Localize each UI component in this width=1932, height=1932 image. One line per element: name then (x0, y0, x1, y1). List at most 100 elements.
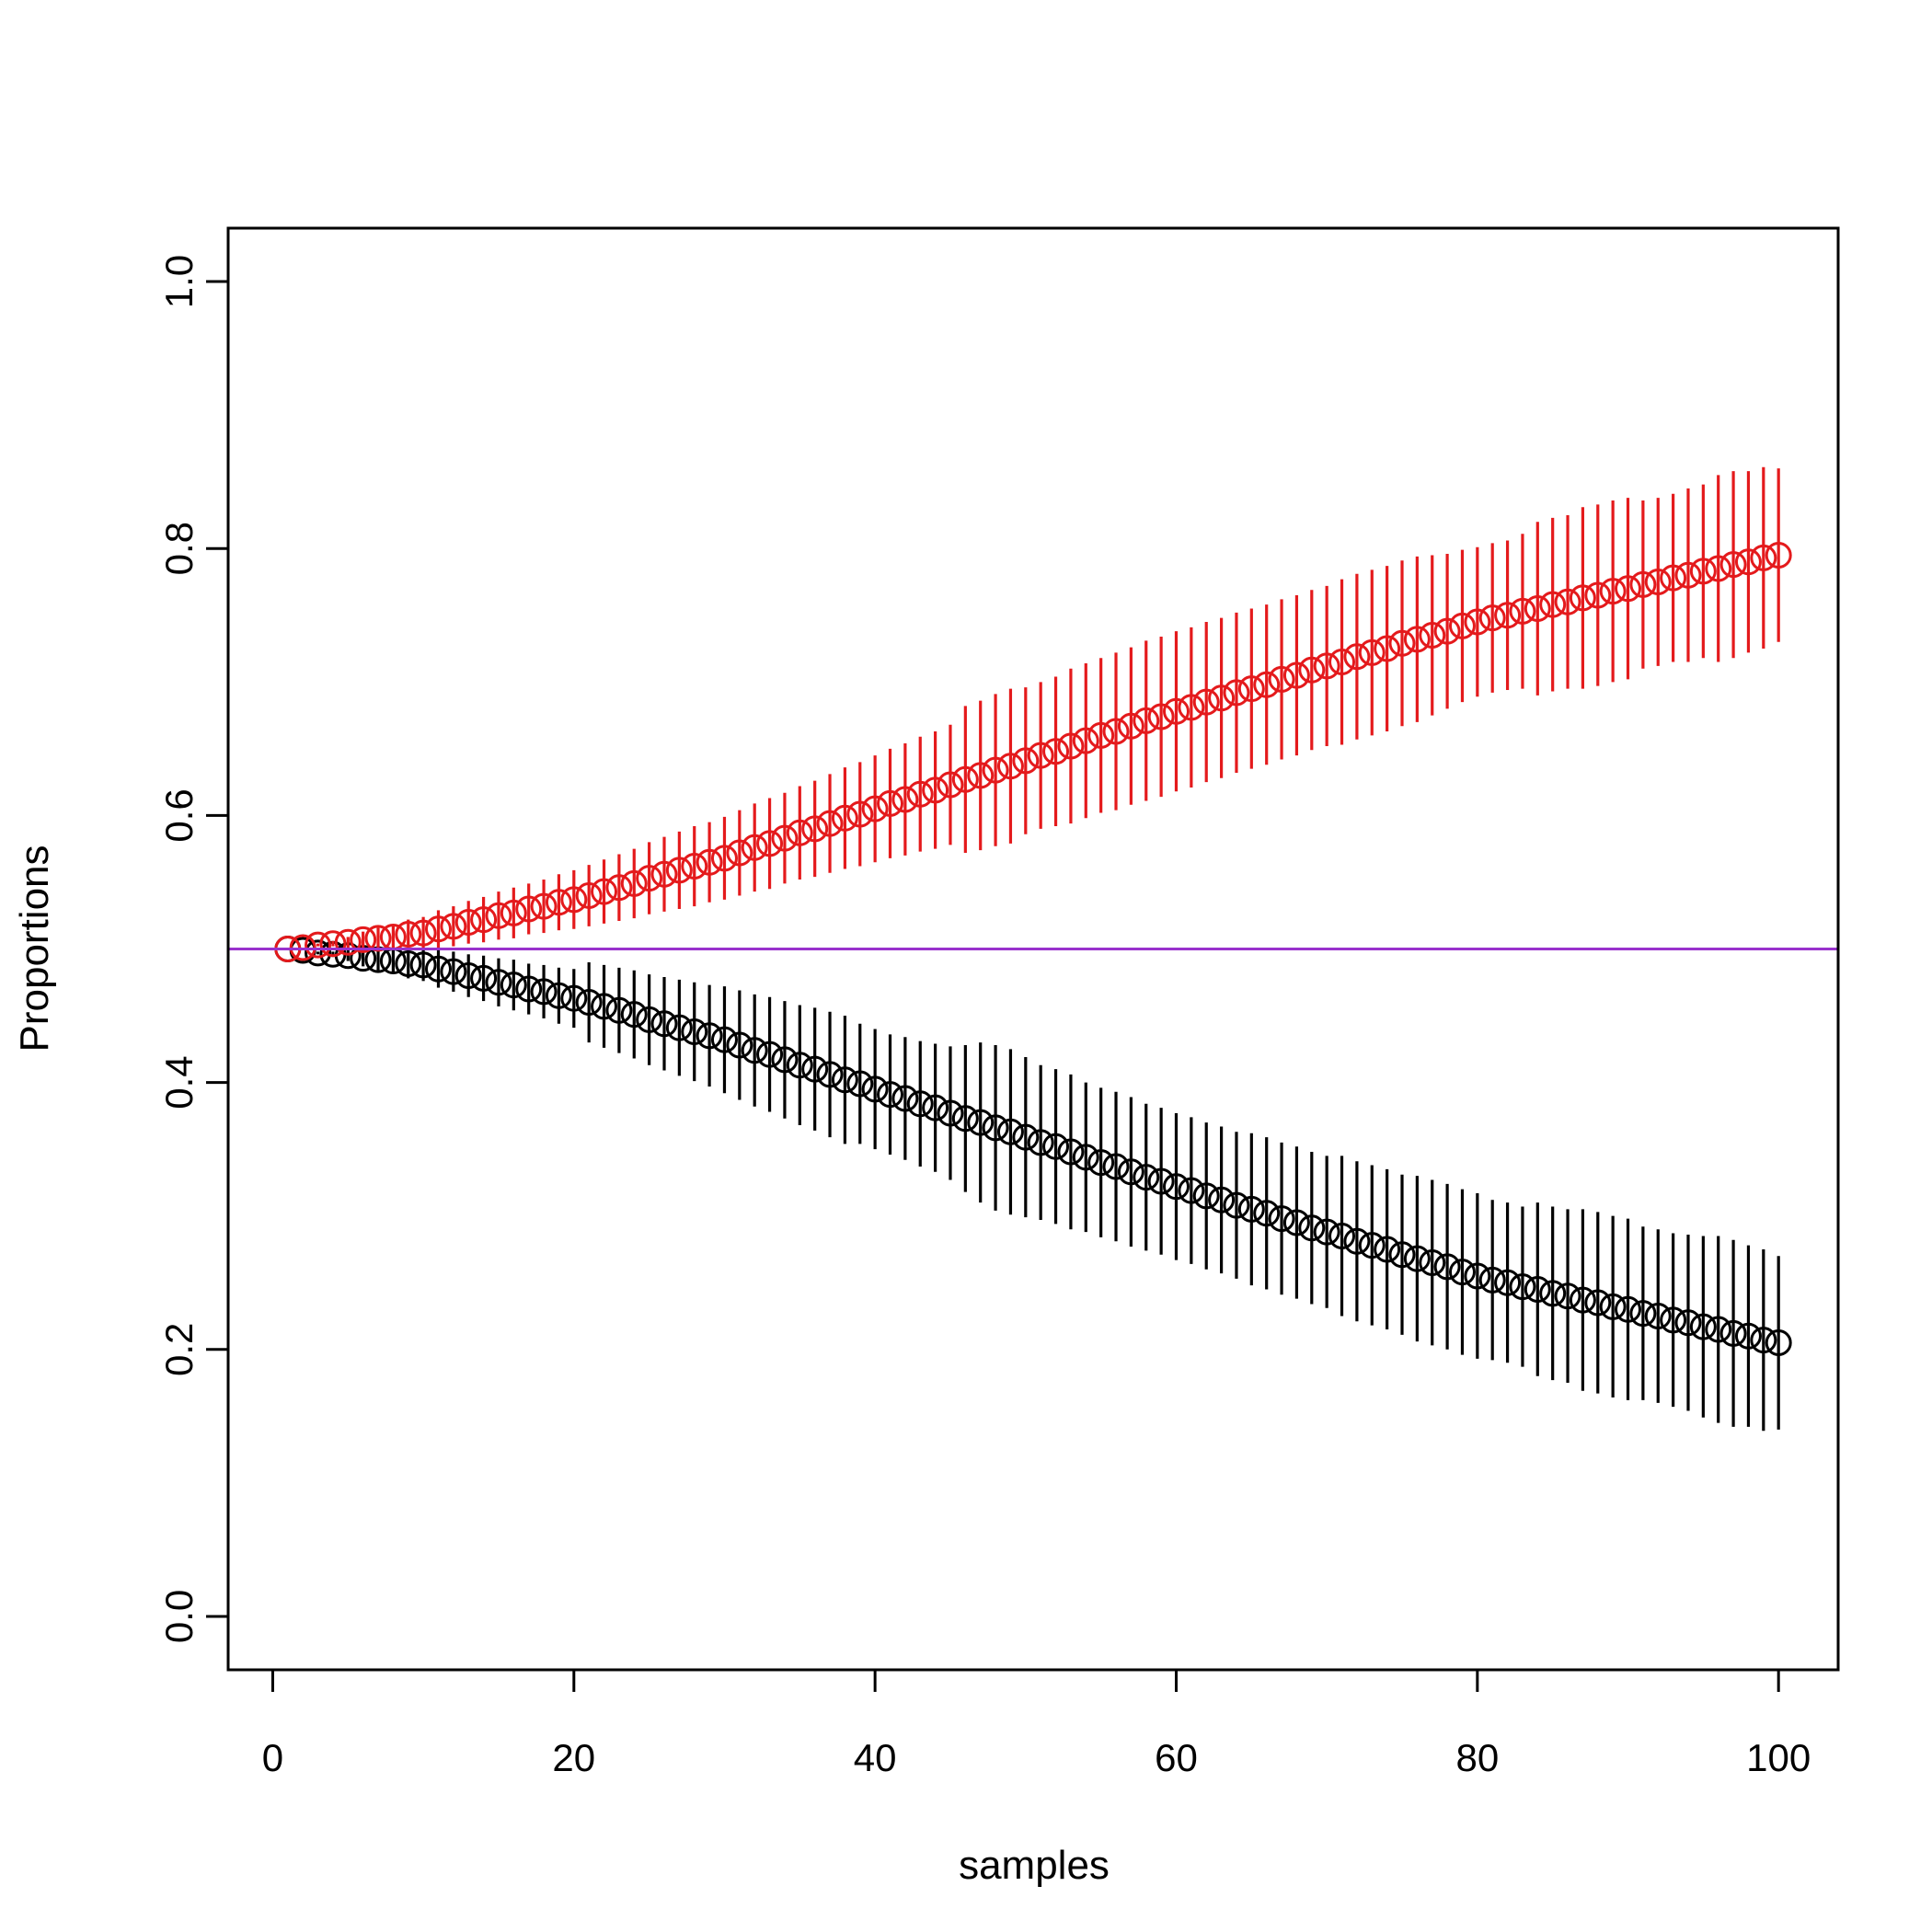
point (1358, 1232, 1386, 1259)
point (470, 964, 498, 992)
point (1042, 738, 1070, 765)
point (1057, 1138, 1085, 1166)
point (1072, 727, 1099, 754)
point (1313, 1218, 1340, 1246)
point (877, 1081, 904, 1109)
point (1734, 1322, 1762, 1350)
point (816, 810, 844, 837)
point (1027, 1129, 1054, 1156)
point (1750, 1327, 1777, 1354)
point (560, 886, 588, 914)
point (1674, 1309, 1702, 1337)
point (530, 978, 558, 1006)
point (1478, 1266, 1506, 1294)
point (891, 786, 919, 813)
point (937, 1099, 964, 1127)
point (967, 1109, 995, 1136)
point (1178, 694, 1205, 721)
y-tick-label: 1.0 (157, 255, 201, 308)
point (1237, 675, 1265, 703)
point (771, 824, 799, 852)
point (741, 1037, 768, 1064)
point (1313, 652, 1340, 680)
point (1102, 1153, 1130, 1180)
point (1509, 597, 1536, 625)
point (1689, 1313, 1717, 1340)
point (831, 804, 858, 832)
point (650, 860, 678, 888)
point (1750, 544, 1777, 571)
point (1237, 1195, 1265, 1223)
point (515, 975, 543, 1003)
point (636, 1006, 663, 1033)
point (1660, 1306, 1687, 1334)
x-tick-label: 60 (1155, 1736, 1198, 1779)
point (1674, 561, 1702, 589)
point (454, 908, 482, 936)
point (530, 892, 558, 920)
point (1660, 564, 1687, 592)
point (696, 848, 723, 876)
point (560, 984, 588, 1012)
x-tick-label: 80 (1455, 1736, 1499, 1779)
point (1644, 1303, 1672, 1330)
point (1087, 721, 1115, 749)
point (801, 815, 829, 843)
point (1464, 1262, 1491, 1290)
point (1253, 1200, 1281, 1227)
point (575, 989, 603, 1017)
point (1629, 1300, 1657, 1328)
point (440, 958, 467, 985)
point (1689, 558, 1717, 585)
point (1117, 1158, 1144, 1186)
point (1087, 1149, 1115, 1177)
point (1208, 1186, 1236, 1213)
point (906, 1090, 934, 1118)
point (485, 969, 512, 996)
point (424, 915, 452, 943)
point (1343, 1227, 1371, 1255)
point (395, 949, 422, 977)
point (454, 962, 482, 990)
point (1448, 1259, 1476, 1286)
point (861, 1075, 889, 1103)
point (1433, 1253, 1461, 1281)
point (575, 881, 603, 909)
point (726, 839, 753, 867)
point (545, 982, 572, 1009)
point (1554, 588, 1581, 615)
point (305, 939, 332, 967)
y-tick-label: 0.4 (157, 1055, 201, 1109)
point (696, 1022, 723, 1050)
point (545, 889, 572, 916)
point (1223, 1191, 1250, 1219)
point (846, 800, 874, 828)
point (1539, 591, 1567, 618)
x-tick-label: 20 (552, 1736, 595, 1779)
point (1464, 608, 1491, 636)
y-tick-label: 0.8 (157, 522, 201, 575)
point (319, 930, 347, 958)
point (1192, 688, 1220, 716)
point (1012, 747, 1040, 775)
point (1282, 661, 1310, 689)
point (1374, 635, 1401, 662)
point (1584, 1289, 1612, 1317)
point (846, 1070, 874, 1098)
point (967, 762, 995, 789)
point (1133, 707, 1160, 734)
point (1539, 1280, 1567, 1307)
point (1192, 1182, 1220, 1210)
point (1282, 1209, 1310, 1236)
point (1629, 570, 1657, 598)
point (1599, 1293, 1627, 1320)
point (786, 819, 813, 846)
point (756, 830, 784, 857)
point (922, 1094, 949, 1121)
point (1328, 1222, 1356, 1249)
point (786, 1052, 813, 1079)
point (605, 874, 633, 902)
point (1494, 1269, 1522, 1296)
point (605, 996, 633, 1024)
